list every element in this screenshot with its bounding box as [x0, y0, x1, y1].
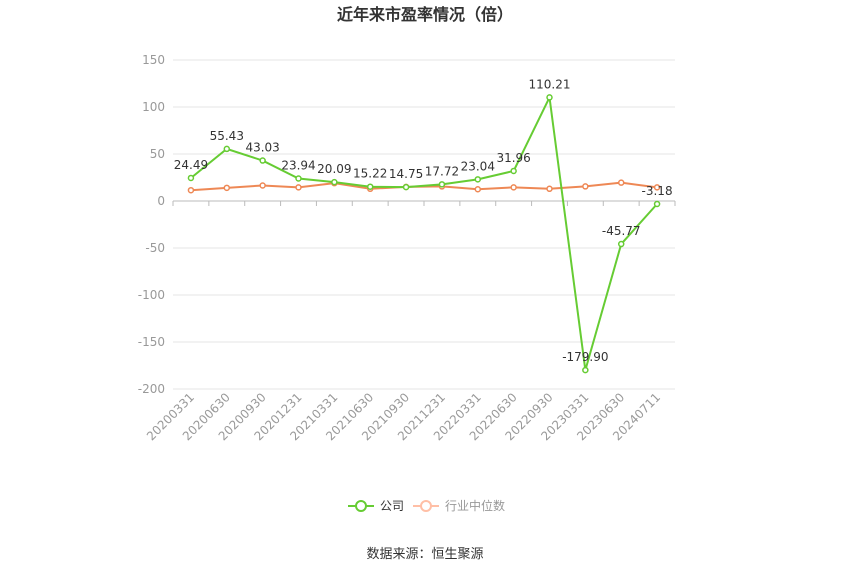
legend-marker-company — [355, 500, 367, 512]
y-tick-label: -50 — [145, 241, 165, 255]
point-company[interactable] — [331, 178, 338, 186]
data-label-company: 23.94 — [281, 158, 315, 172]
point-company[interactable] — [295, 175, 302, 182]
point-company[interactable] — [187, 174, 195, 182]
data-label-company: -45.77 — [602, 224, 641, 238]
legend-marker-industry-median — [420, 500, 432, 512]
y-tick-label: 0 — [157, 194, 165, 208]
point-company[interactable] — [438, 181, 446, 188]
point-company[interactable] — [366, 183, 374, 190]
y-tick-label: -150 — [138, 335, 165, 349]
point-industry-median[interactable] — [295, 184, 302, 191]
series-layer — [187, 93, 661, 374]
data-label-company: 43.03 — [245, 141, 279, 155]
point-company[interactable] — [617, 240, 625, 248]
y-tick-label: 100 — [142, 100, 165, 114]
y-tick-label: -100 — [138, 288, 165, 302]
data-label-company: 55.43 — [210, 129, 244, 143]
point-company[interactable] — [474, 176, 482, 183]
data-label-company: 17.72 — [425, 164, 459, 178]
data-label-company: 20.09 — [317, 162, 351, 176]
legend-item-company[interactable]: 公司 — [348, 499, 404, 513]
y-axis: 150 100 50 0 -50 -100 -150 -200 — [138, 53, 165, 396]
point-industry-median[interactable] — [617, 179, 625, 186]
data-label-company: -3.18 — [642, 184, 673, 198]
chart-title: 近年来市盈率情况（倍） — [337, 5, 513, 24]
point-industry-median[interactable] — [259, 182, 266, 189]
point-company[interactable] — [582, 366, 589, 374]
point-industry-median[interactable] — [510, 184, 517, 191]
data-label-company: -179.90 — [562, 350, 608, 364]
point-industry-median[interactable] — [546, 185, 553, 193]
data-label-company: 14.75 — [389, 167, 423, 181]
series-line-company — [190, 93, 658, 371]
point-company[interactable] — [653, 200, 661, 208]
data-label-company: 31.96 — [496, 151, 530, 165]
legend[interactable]: 公司 行业中位数 — [348, 498, 505, 513]
point-company[interactable] — [510, 167, 517, 175]
y-tick-label: 50 — [150, 147, 165, 161]
data-source: 数据来源：恒生聚源 — [366, 547, 483, 562]
point-industry-median[interactable] — [223, 184, 231, 192]
data-label-company: 110.21 — [529, 77, 571, 91]
data-label-company: 24.49 — [174, 158, 208, 172]
legend-label-industry-median: 行业中位数 — [445, 498, 505, 513]
data-label-company: 23.04 — [461, 159, 495, 173]
legend-label-company: 公司 — [380, 499, 404, 513]
point-company[interactable] — [402, 183, 410, 191]
y-tick-label: -200 — [138, 382, 165, 396]
point-industry-median[interactable] — [582, 183, 589, 190]
point-company[interactable] — [223, 145, 231, 153]
legend-item-industry-median[interactable]: 行业中位数 — [413, 498, 505, 513]
point-industry-median[interactable] — [187, 186, 195, 194]
point-industry-median[interactable] — [653, 184, 661, 191]
grid-lines — [173, 59, 675, 390]
point-company[interactable] — [259, 157, 266, 164]
point-company[interactable] — [546, 94, 553, 101]
point-industry-median[interactable] — [474, 186, 482, 193]
y-tick-label: 150 — [142, 53, 165, 67]
x-axis: 2020033120200630202009302020123120210331… — [144, 201, 676, 443]
data-label-company: 15.22 — [353, 167, 387, 181]
